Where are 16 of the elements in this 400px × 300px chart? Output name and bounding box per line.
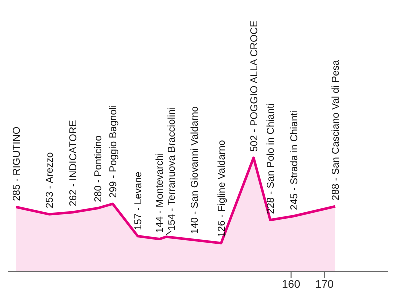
data-label: 140 - San Giovanni Valdarno bbox=[190, 106, 202, 234]
data-label: 262 - INDICATORE bbox=[68, 120, 80, 206]
data-label: 253 - Arezzo bbox=[45, 152, 56, 209]
data-label: 299 - Poggio Bagnoli bbox=[108, 105, 120, 198]
data-label: 144 - Montevarchi bbox=[155, 153, 166, 234]
x-tick-label: 170 bbox=[315, 278, 334, 291]
data-label: 502 - POGGIO ALLA CROCE bbox=[249, 20, 260, 152]
data-label: 245 - Strada in Chianti bbox=[289, 110, 300, 210]
x-tick-label: 160 bbox=[282, 278, 301, 291]
data-label: 285 - RIGUTINO bbox=[12, 126, 23, 202]
data-label: 288 - San Casciano Val di Pesa bbox=[331, 60, 342, 201]
data-label: 157 - Levane bbox=[134, 172, 144, 230]
data-label: 126 - Figline Valdarno bbox=[216, 140, 228, 238]
data-label: 280 - Ponticino bbox=[94, 135, 104, 202]
data-label: 228 - San Polo in Chianti bbox=[266, 104, 277, 214]
data-label: 154 - Terranuova Bracciolini bbox=[167, 107, 178, 232]
